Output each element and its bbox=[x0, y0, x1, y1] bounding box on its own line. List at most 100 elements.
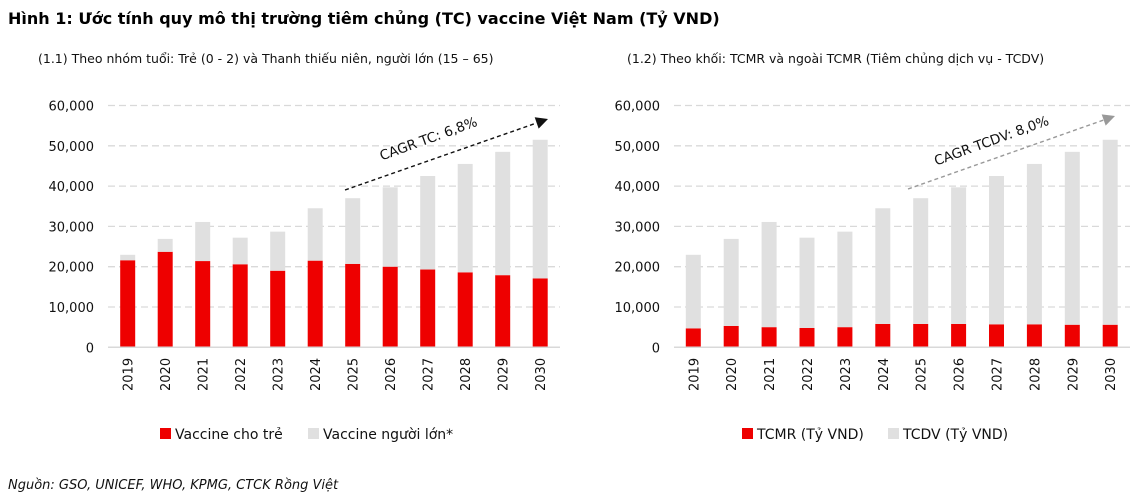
bar-top-2024 bbox=[875, 208, 891, 324]
x-tick-label: 2023 bbox=[272, 358, 287, 391]
bar-top-2021 bbox=[761, 221, 777, 328]
bar-top-2020 bbox=[157, 238, 173, 252]
bar-top-2026 bbox=[382, 187, 398, 267]
bar-top-2027 bbox=[420, 176, 436, 270]
legend-label: TCMR (Tỷ VND) bbox=[756, 427, 864, 443]
bar-top-2022 bbox=[799, 237, 815, 328]
x-tick-label: 2030 bbox=[534, 358, 549, 391]
x-tick-label: 2025 bbox=[915, 358, 930, 391]
legend-swatch bbox=[888, 428, 899, 439]
bar-top-2020 bbox=[723, 238, 739, 326]
bar-base-2029 bbox=[495, 275, 511, 348]
bar-top-2023 bbox=[270, 231, 286, 271]
bar-base-2022 bbox=[799, 327, 815, 348]
y-tick-label: 0 bbox=[86, 341, 94, 356]
bar-top-2029 bbox=[1064, 151, 1080, 325]
x-tick-label: 2019 bbox=[122, 358, 137, 391]
x-tick-label: 2027 bbox=[991, 358, 1006, 391]
bar-base-2023 bbox=[270, 270, 286, 348]
y-tick-label: 30,000 bbox=[615, 220, 661, 235]
chart-subtitle: (1.1) Theo nhóm tuổi: Trẻ (0 - 2) và Tha… bbox=[38, 51, 494, 66]
bar-top-2025 bbox=[913, 198, 929, 324]
y-tick-label: 30,000 bbox=[49, 220, 95, 235]
x-tick-label: 2026 bbox=[384, 358, 399, 391]
y-tick-label: 40,000 bbox=[615, 180, 661, 195]
chart-age-group: (1.1) Theo nhóm tuổi: Trẻ (0 - 2) và Tha… bbox=[38, 51, 560, 443]
x-tick-label: 2023 bbox=[839, 358, 854, 391]
y-tick-label: 60,000 bbox=[49, 100, 95, 115]
bar-base-2021 bbox=[195, 261, 211, 348]
bar-top-2022 bbox=[232, 237, 248, 265]
x-tick-label: 2020 bbox=[725, 358, 740, 391]
x-tick-label: 2022 bbox=[234, 358, 249, 391]
bar-top-2024 bbox=[307, 208, 323, 261]
bar-top-2019 bbox=[685, 254, 701, 329]
x-tick-label: 2028 bbox=[459, 358, 474, 391]
x-tick-label: 2029 bbox=[497, 358, 512, 391]
legend-swatch bbox=[160, 428, 171, 439]
x-tick-label: 2026 bbox=[953, 358, 968, 391]
bar-base-2025 bbox=[345, 263, 361, 348]
bar-base-2020 bbox=[157, 251, 173, 348]
bar-top-2030 bbox=[1102, 139, 1118, 325]
x-tick-label: 2022 bbox=[801, 358, 816, 391]
bar-top-2028 bbox=[457, 163, 473, 273]
x-tick-label: 2021 bbox=[763, 358, 778, 391]
cagr-annotation: CAGR TC: 6,8% bbox=[378, 114, 480, 164]
legend-label: Vaccine cho trẻ bbox=[175, 427, 283, 443]
bar-base-2028 bbox=[1026, 324, 1042, 348]
bar-top-2026 bbox=[951, 187, 967, 324]
chart-program-type: (1.2) Theo khối: TCMR và ngoài TCMR (Tiê… bbox=[615, 51, 1130, 443]
arrowhead-icon bbox=[1101, 114, 1115, 126]
bar-top-2029 bbox=[495, 151, 511, 276]
y-tick-label: 60,000 bbox=[615, 100, 661, 115]
bar-base-2025 bbox=[913, 323, 929, 348]
bar-top-2023 bbox=[837, 231, 853, 328]
x-tick-label: 2024 bbox=[877, 358, 892, 391]
legend-swatch bbox=[308, 428, 319, 439]
legend-label: Vaccine người lớn* bbox=[323, 427, 453, 443]
x-tick-label: 2028 bbox=[1028, 358, 1043, 391]
bar-base-2024 bbox=[307, 260, 323, 348]
bar-base-2019 bbox=[120, 260, 136, 348]
bar-top-2021 bbox=[195, 221, 211, 262]
bar-base-2023 bbox=[837, 327, 853, 348]
x-tick-label: 2029 bbox=[1066, 358, 1081, 391]
y-tick-label: 0 bbox=[652, 341, 660, 356]
x-tick-label: 2021 bbox=[197, 358, 212, 391]
chart-subtitle: (1.2) Theo khối: TCMR và ngoài TCMR (Tiê… bbox=[627, 51, 1044, 66]
x-tick-label: 2025 bbox=[347, 358, 362, 391]
arrowhead-icon bbox=[534, 117, 548, 129]
y-tick-label: 20,000 bbox=[615, 261, 661, 276]
x-tick-label: 2019 bbox=[687, 358, 702, 391]
bar-base-2022 bbox=[232, 264, 248, 348]
bar-base-2027 bbox=[420, 269, 436, 348]
bar-base-2027 bbox=[989, 324, 1004, 348]
bar-base-2021 bbox=[761, 327, 777, 348]
y-tick-label: 10,000 bbox=[615, 301, 661, 316]
figure-title: Hình 1: Ước tính quy mô thị trường tiêm … bbox=[8, 9, 720, 28]
x-tick-label: 2024 bbox=[309, 358, 324, 391]
legend-label: TCDV (Tỷ VND) bbox=[902, 427, 1008, 443]
y-tick-label: 50,000 bbox=[49, 140, 95, 155]
bar-base-2026 bbox=[951, 323, 967, 348]
bar-top-2019 bbox=[120, 254, 136, 261]
bar-top-2025 bbox=[345, 198, 361, 264]
bar-base-2028 bbox=[457, 272, 473, 348]
bar-base-2020 bbox=[723, 325, 739, 348]
bar-base-2019 bbox=[685, 328, 701, 348]
y-tick-label: 50,000 bbox=[615, 140, 661, 155]
cagr-annotation: CAGR TCDV: 8,0% bbox=[932, 113, 1051, 169]
y-tick-label: 20,000 bbox=[49, 261, 95, 276]
bar-base-2030 bbox=[1102, 324, 1118, 348]
cagr-trend-arrow bbox=[344, 122, 537, 191]
bar-base-2030 bbox=[532, 278, 548, 348]
source-note: Nguồn: GSO, UNICEF, WHO, KPMG, CTCK Rồng… bbox=[8, 478, 339, 493]
bar-top-2028 bbox=[1026, 163, 1042, 325]
bar-base-2026 bbox=[382, 266, 398, 348]
y-tick-label: 10,000 bbox=[49, 301, 95, 316]
bar-base-2029 bbox=[1064, 324, 1080, 348]
bar-base-2024 bbox=[875, 323, 891, 348]
x-tick-label: 2027 bbox=[422, 358, 437, 391]
